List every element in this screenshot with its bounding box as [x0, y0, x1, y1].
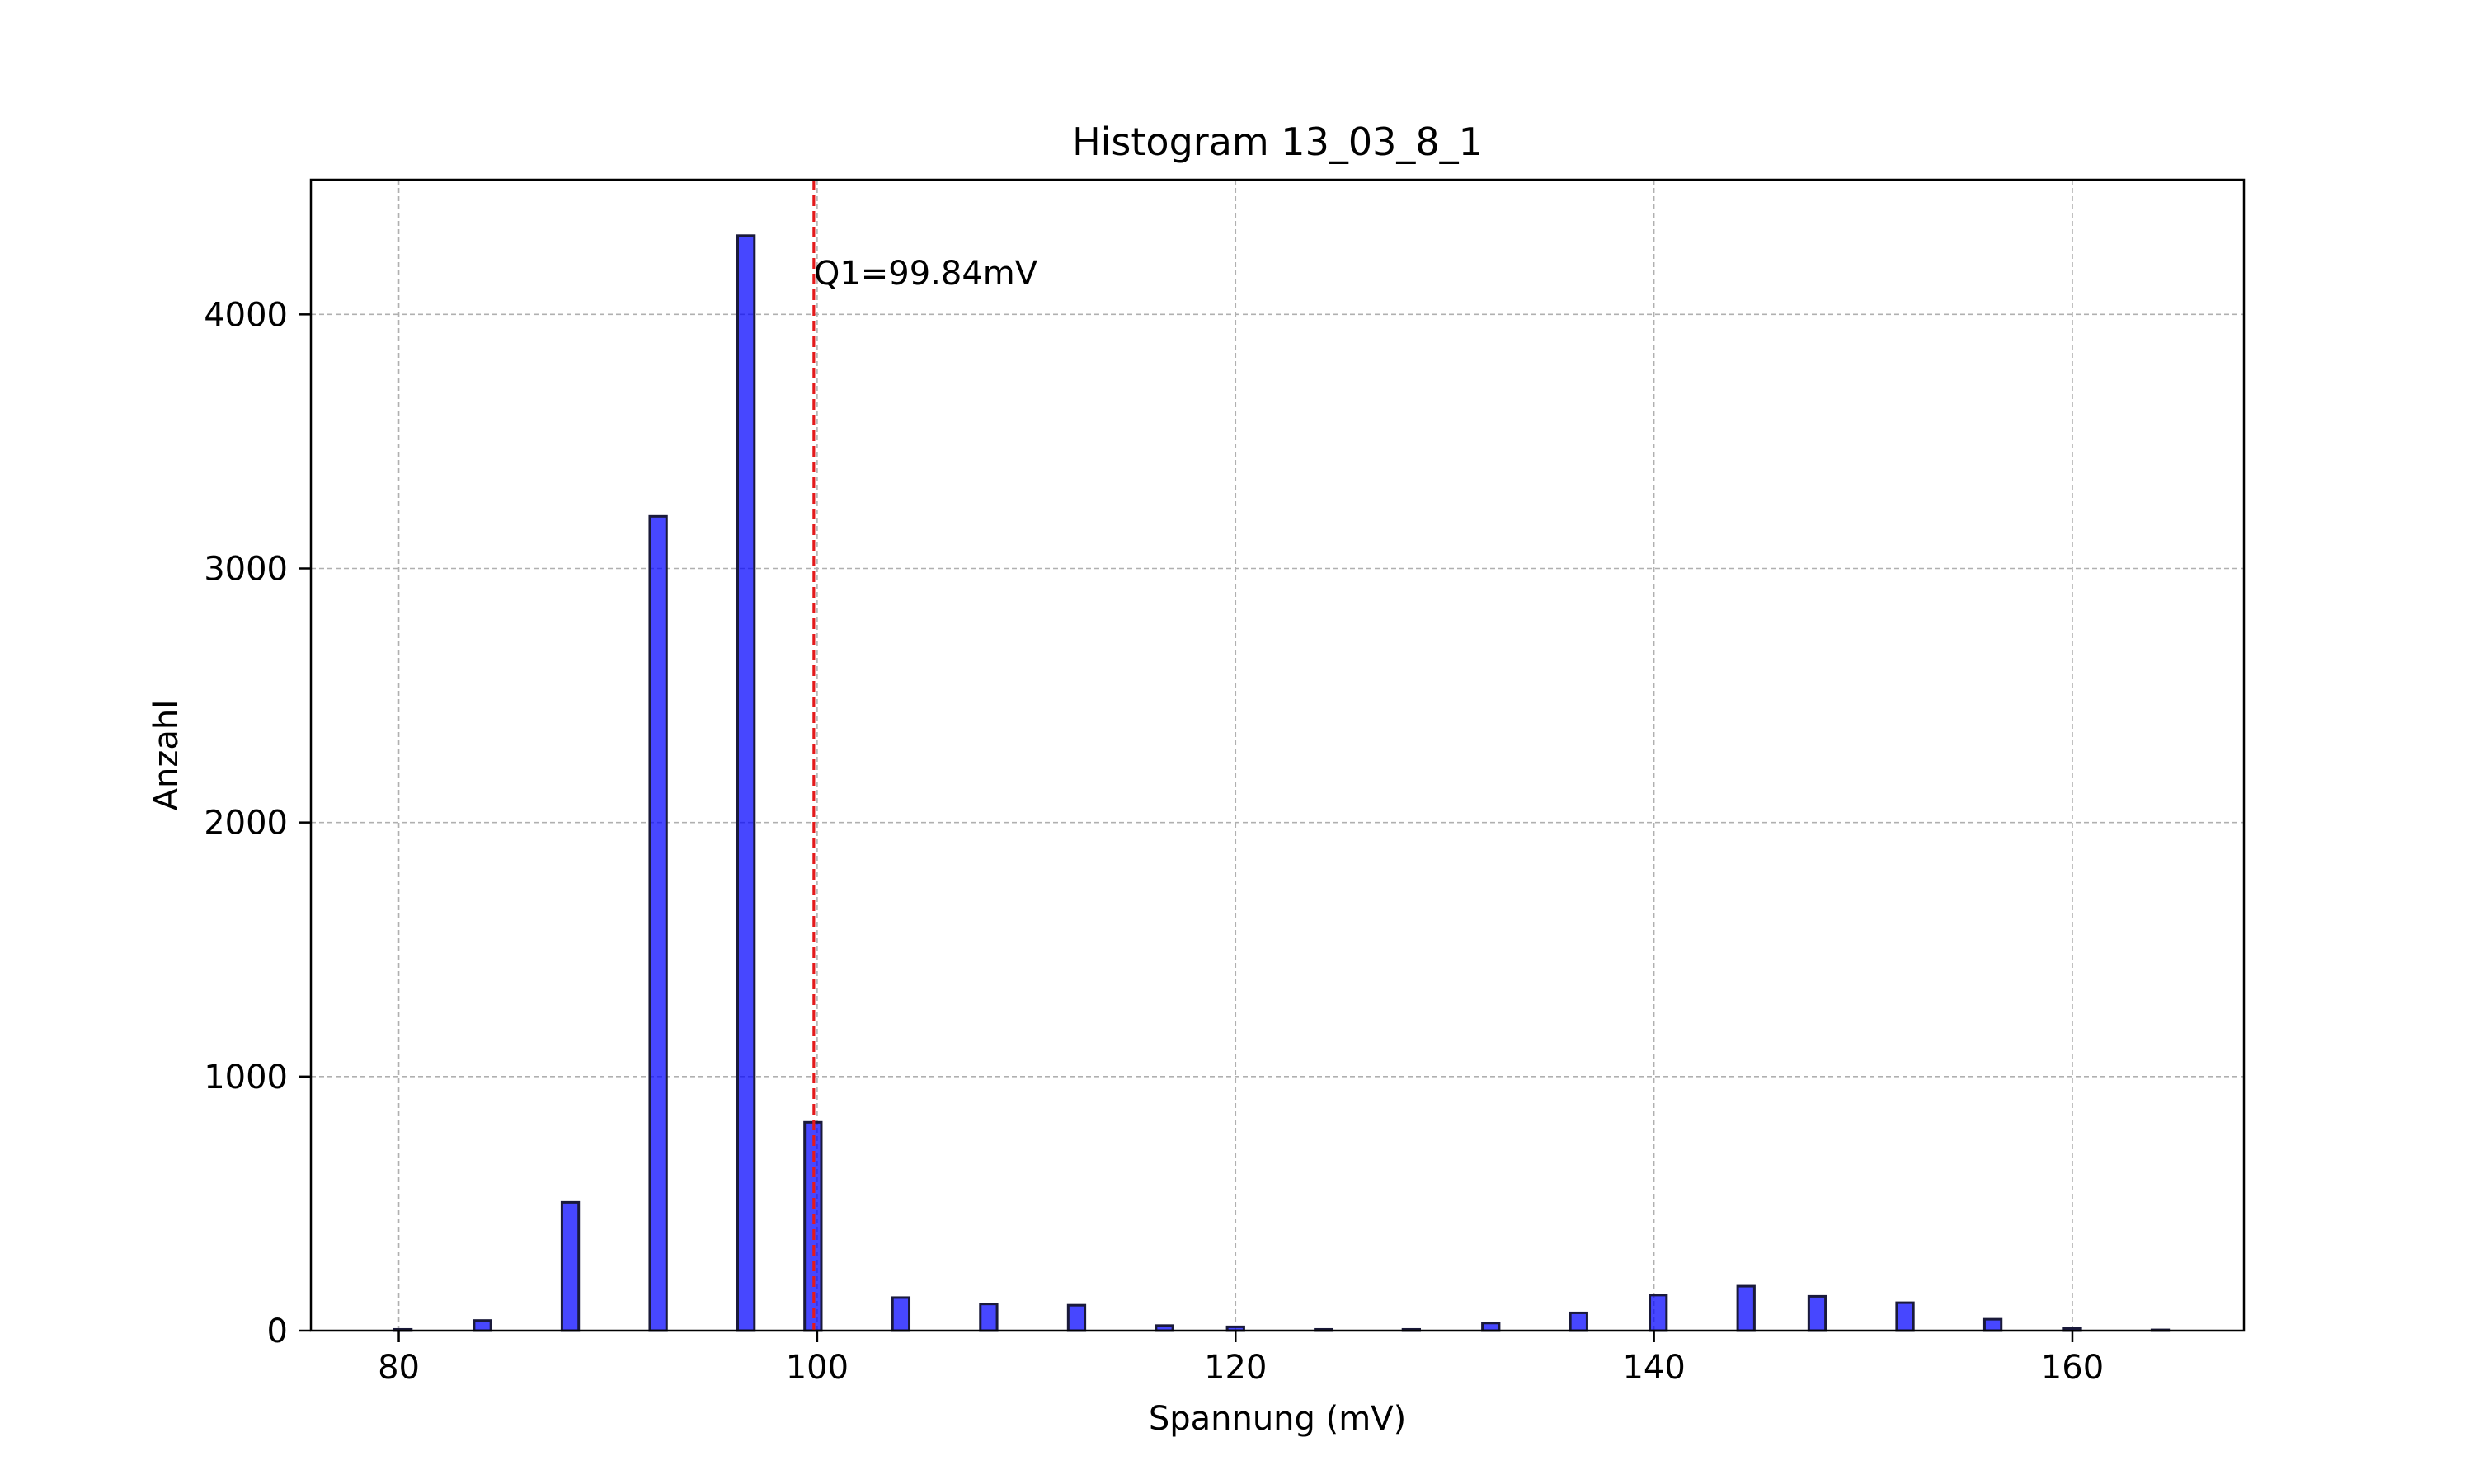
histogram-bar [1649, 1294, 1668, 1332]
histogram-bar [473, 1319, 492, 1332]
x-tick-label: 120 [1204, 1349, 1267, 1387]
y-axis-ticks: 0 1000 2000 3000 4000 [204, 296, 311, 1350]
y-tick-label: 3000 [204, 550, 288, 588]
y-tick-label: 0 [267, 1313, 288, 1350]
histogram-bar [1481, 1322, 1501, 1332]
histogram-bar [1569, 1311, 1588, 1332]
histogram-bar [1895, 1301, 1915, 1332]
histogram-bar [1982, 1317, 2003, 1332]
histogram-bar [1807, 1294, 1827, 1332]
y-tick-label: 4000 [204, 296, 288, 334]
y-axis-label: Anzahl [148, 700, 186, 811]
histogram-bar [1736, 1284, 1756, 1332]
x-tick-label: 160 [2041, 1349, 2104, 1387]
x-tick-label: 100 [786, 1349, 849, 1387]
histogram-bar [560, 1200, 581, 1332]
histogram-bar [736, 234, 756, 1332]
plot-frame [309, 178, 2246, 1332]
x-axis-ticks: 80 100 120 140 160 [378, 1331, 2104, 1387]
x-tick-label: 140 [1622, 1349, 1685, 1387]
histogram-bar [1066, 1303, 1087, 1332]
histogram-bar [979, 1303, 999, 1332]
x-tick-label: 80 [378, 1349, 420, 1387]
q1-annotation-label: Q1=99.84mV [814, 255, 1038, 293]
chart-title: Histogram 13_03_8_1 [1072, 120, 1483, 164]
reference-line-group: Q1=99.84mV [812, 180, 1038, 1331]
histogram-bar [891, 1296, 911, 1332]
y-tick-label: 1000 [204, 1059, 288, 1097]
x-axis-label: Spannung (mV) [1149, 1400, 1406, 1438]
histogram-bar [648, 514, 668, 1332]
y-tick-label: 2000 [204, 805, 288, 843]
